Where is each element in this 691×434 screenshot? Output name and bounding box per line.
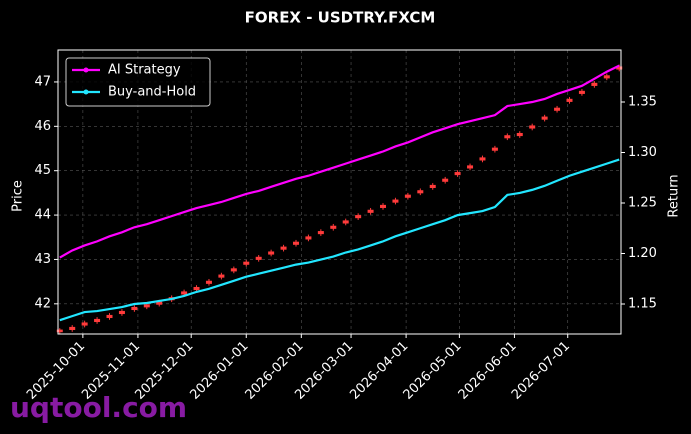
candle-body <box>367 209 374 213</box>
y2-axis-label: Return <box>667 174 682 217</box>
candle-body <box>230 268 237 272</box>
y2-tick-label: 1.25 <box>628 196 657 211</box>
y2-tick-label: 1.20 <box>628 246 657 261</box>
candle-body <box>305 236 312 240</box>
legend-label: Buy-and-Hold <box>108 85 196 100</box>
watermark: uqtool.com <box>10 391 187 424</box>
candle-body <box>479 157 486 161</box>
candle-body <box>205 280 212 284</box>
y-tick-label: 44 <box>34 208 51 223</box>
candle-body <box>106 314 113 319</box>
candle-body <box>516 132 523 137</box>
candle-body <box>491 147 498 151</box>
y2-tick-label: 1.35 <box>628 95 657 110</box>
plot-frame <box>57 49 622 335</box>
x-tick-label: 2026-01-01 <box>188 339 252 403</box>
candle-body <box>292 241 299 245</box>
candle-body <box>578 90 585 94</box>
legend: AI Strategy Buy-and-Hold <box>65 57 211 107</box>
series-line <box>59 158 620 322</box>
candle-body <box>380 204 387 208</box>
candle-body <box>616 66 623 70</box>
series-line <box>59 64 620 259</box>
candle-body <box>118 310 125 315</box>
candle-body <box>56 329 63 333</box>
legend-marker <box>83 67 89 73</box>
candle-body <box>81 322 88 326</box>
candle-body <box>442 178 449 182</box>
legend-marker <box>83 89 89 95</box>
candle-body <box>355 215 362 219</box>
y-tick-label: 43 <box>34 252 51 267</box>
candle-body <box>156 301 163 305</box>
candle-body <box>566 98 573 102</box>
candle-body <box>541 116 548 120</box>
candle-body <box>392 199 399 203</box>
candle-body <box>143 304 150 308</box>
candle-body <box>94 318 101 323</box>
candle-body <box>268 251 275 255</box>
candle-body <box>342 220 349 224</box>
candle-body <box>529 125 536 129</box>
candle-body <box>467 165 474 169</box>
y2-tick-label: 1.15 <box>628 297 657 312</box>
legend-box <box>65 57 211 107</box>
candle-body <box>330 225 337 229</box>
chart-title: FOREX - USDTRY.FXCM <box>245 9 436 27</box>
candle-body <box>603 75 610 79</box>
candle-body <box>417 190 424 194</box>
candle-body <box>69 326 76 331</box>
candle-body <box>181 291 188 295</box>
candle-body <box>317 231 324 235</box>
y-tick-label: 46 <box>34 119 51 134</box>
candle-body <box>193 286 200 291</box>
y-tick-label: 42 <box>34 296 51 311</box>
y-tick-label: 47 <box>34 74 51 89</box>
candle-body <box>218 274 225 278</box>
candle-body <box>243 261 250 265</box>
candle-body <box>454 172 461 176</box>
y-axis-label: Price <box>11 180 26 212</box>
candle-body <box>591 82 598 86</box>
candle-body <box>131 306 138 311</box>
candle-body <box>429 184 436 189</box>
candle-body <box>554 107 561 111</box>
candle-body <box>255 256 262 260</box>
candle-body <box>404 194 411 198</box>
legend-label: AI Strategy <box>108 63 181 78</box>
y-tick-label: 45 <box>34 163 51 178</box>
candle-body <box>280 246 287 250</box>
candle-body <box>504 135 511 139</box>
y2-tick-label: 1.30 <box>628 145 657 160</box>
